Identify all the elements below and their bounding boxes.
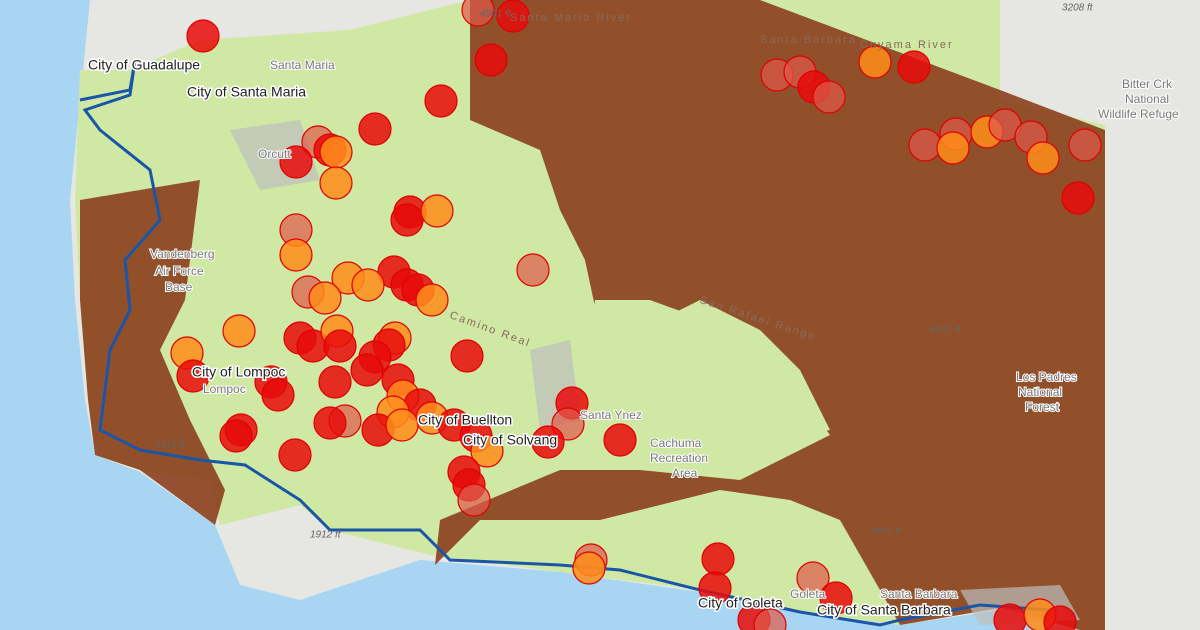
incident-marker[interactable]: [496, 0, 530, 33]
incident-marker[interactable]: [319, 166, 353, 200]
elevation-label: 6817 ft: [930, 325, 962, 336]
incident-marker[interactable]: [323, 329, 357, 363]
place-label: Bitter Crk: [1122, 77, 1173, 91]
incident-marker[interactable]: [516, 253, 550, 287]
incident-marker[interactable]: [358, 112, 392, 146]
place-label: Wildlife Refuge: [1098, 107, 1179, 121]
incident-marker[interactable]: [351, 268, 385, 302]
incident-marker[interactable]: [261, 378, 295, 412]
place-label: Santa Ynez: [580, 408, 642, 422]
incident-marker[interactable]: [457, 483, 491, 517]
city-label: City of Lompoc: [192, 364, 285, 380]
place-label: Base: [165, 280, 193, 294]
incident-marker[interactable]: [531, 425, 565, 459]
incident-markers: [170, 0, 1102, 630]
elevation-label: 3208 ft: [1062, 3, 1094, 14]
place-label: National: [1125, 92, 1169, 106]
elevation-label: 2112 ft: [154, 440, 186, 451]
incident-marker[interactable]: [701, 542, 735, 576]
incident-marker[interactable]: [415, 283, 449, 317]
place-label: National: [1018, 385, 1062, 399]
incident-marker[interactable]: [308, 281, 342, 315]
incident-marker[interactable]: [908, 128, 942, 162]
incident-marker[interactable]: [279, 145, 313, 179]
incident-marker[interactable]: [278, 438, 312, 472]
feature-label: Santa Maria River: [510, 12, 632, 24]
city-label: City of Buellton: [418, 412, 512, 428]
elevation-label: 3987 ft: [870, 527, 902, 538]
feature-label: Cuyama River: [860, 39, 954, 51]
fire-hazard-zone: [435, 0, 1105, 630]
incident-marker[interactable]: [424, 84, 458, 118]
incident-marker[interactable]: [1043, 605, 1077, 630]
incident-marker[interactable]: [474, 43, 508, 77]
city-label: City of Solvang: [463, 432, 557, 448]
incident-marker[interactable]: [186, 19, 220, 53]
incident-marker[interactable]: [993, 603, 1027, 630]
incident-marker[interactable]: [219, 419, 253, 453]
place-label: Recreation: [650, 451, 708, 465]
place-label: Vandenberg: [150, 247, 215, 261]
city-label: City of Santa Barbara: [817, 602, 951, 618]
incident-marker[interactable]: [385, 408, 419, 442]
place-label: Area: [672, 466, 698, 480]
place-label: Goleta: [790, 587, 826, 601]
incident-marker[interactable]: [313, 406, 347, 440]
elevation-label: 1912 ft: [310, 530, 342, 541]
boundary-line: [79, 59, 1051, 627]
place-label: Los Padres: [1016, 370, 1077, 384]
incident-marker[interactable]: [319, 135, 353, 169]
incident-marker[interactable]: [1026, 141, 1060, 175]
city-label: City of Santa Maria: [187, 84, 306, 100]
incident-marker[interactable]: [450, 339, 484, 373]
incident-marker[interactable]: [858, 45, 892, 79]
city-label: City of Guadalupe: [88, 57, 200, 73]
incident-marker[interactable]: [176, 359, 210, 393]
elevation-label: 4901 ft: [480, 9, 512, 20]
place-label: Forest: [1025, 400, 1060, 414]
incident-marker[interactable]: [753, 608, 787, 630]
incident-marker[interactable]: [470, 434, 504, 468]
incident-marker[interactable]: [796, 561, 830, 595]
incident-marker[interactable]: [572, 551, 606, 585]
city-label: City of Goleta: [698, 595, 783, 611]
incident-marker[interactable]: [936, 131, 970, 165]
incident-marker[interactable]: [1068, 128, 1102, 162]
incident-marker[interactable]: [420, 194, 454, 228]
incident-marker[interactable]: [897, 50, 931, 84]
place-label: Orcutt: [258, 147, 291, 161]
place-label: Lompoc: [203, 382, 246, 396]
incident-marker[interactable]: [222, 314, 256, 348]
place-label: Air Force: [155, 264, 204, 278]
place-label: Cachuma: [650, 436, 702, 450]
incident-marker[interactable]: [819, 581, 853, 615]
incident-marker[interactable]: [279, 238, 313, 272]
place-label: Santa Maria: [270, 58, 335, 72]
valley-vegetation: [580, 300, 830, 480]
incident-marker[interactable]: [698, 571, 732, 605]
incident-marker[interactable]: [318, 365, 352, 399]
incident-marker[interactable]: [350, 353, 384, 387]
incident-marker[interactable]: [461, 0, 495, 27]
incident-marker[interactable]: [1061, 181, 1095, 215]
urban-area: [230, 120, 1080, 625]
place-label: Santa Barbara: [880, 587, 958, 601]
incident-marker[interactable]: [603, 423, 637, 457]
feature-label: Santa Barbara: [760, 34, 857, 46]
incident-marker[interactable]: [390, 203, 424, 237]
incident-marker[interactable]: [812, 80, 846, 114]
